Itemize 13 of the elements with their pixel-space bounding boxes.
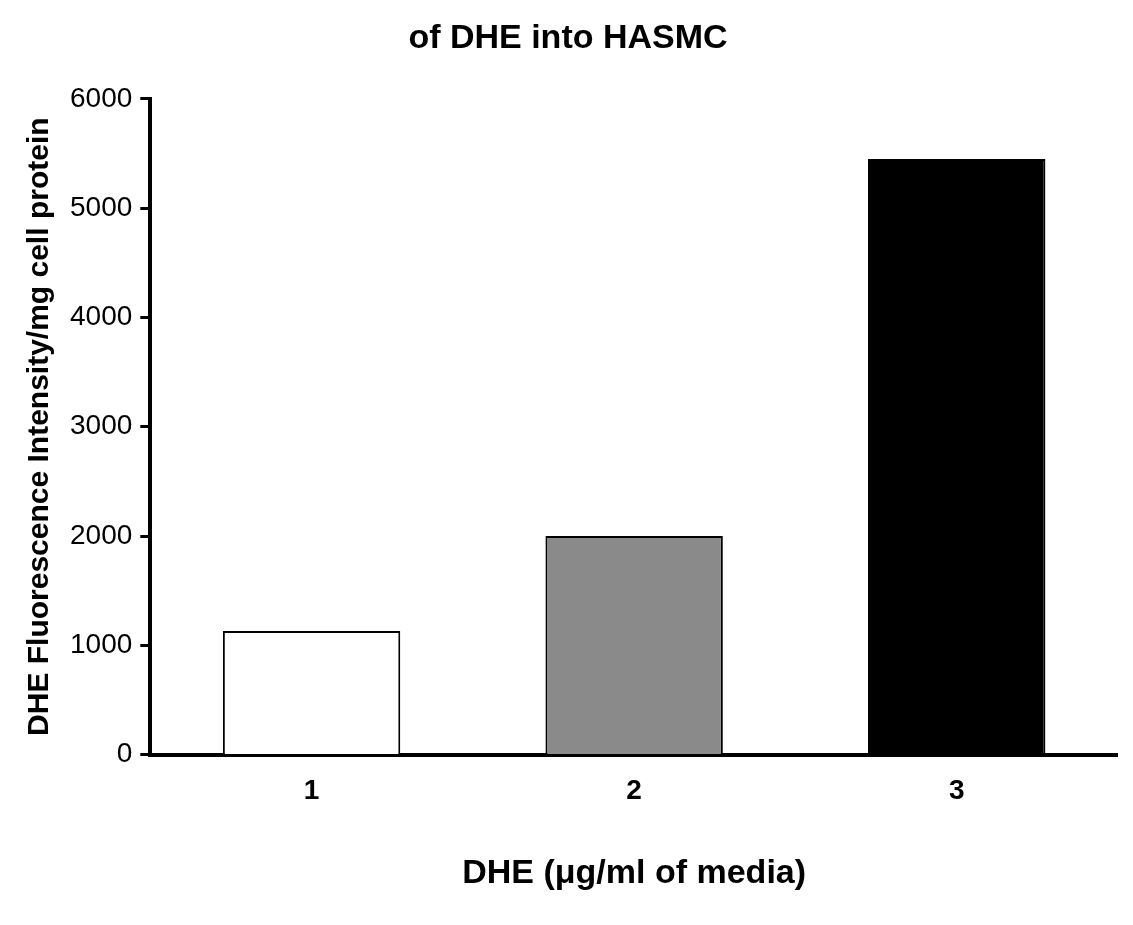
y-tick-label: 1000 (69, 628, 133, 660)
chart-title: of DHE into HASMC (408, 16, 728, 55)
x-axis-title: DHE (μg/ml of media) (462, 851, 807, 890)
y-axis-title: DHE Fluorescence Intensity/mg cell protein (21, 117, 55, 736)
y-tick-label: 6000 (69, 81, 133, 113)
y-tick-label: 3000 (69, 409, 133, 441)
x-tick-label: 1 (303, 774, 320, 806)
x-tick-label: 3 (948, 774, 965, 806)
y-tick-label: 5000 (69, 190, 133, 222)
x-tick-label: 2 (626, 774, 642, 806)
y-tick-label: 0 (116, 737, 133, 769)
y-tick-label: 4000 (69, 300, 133, 332)
y-tick-label: 2000 (69, 518, 133, 550)
